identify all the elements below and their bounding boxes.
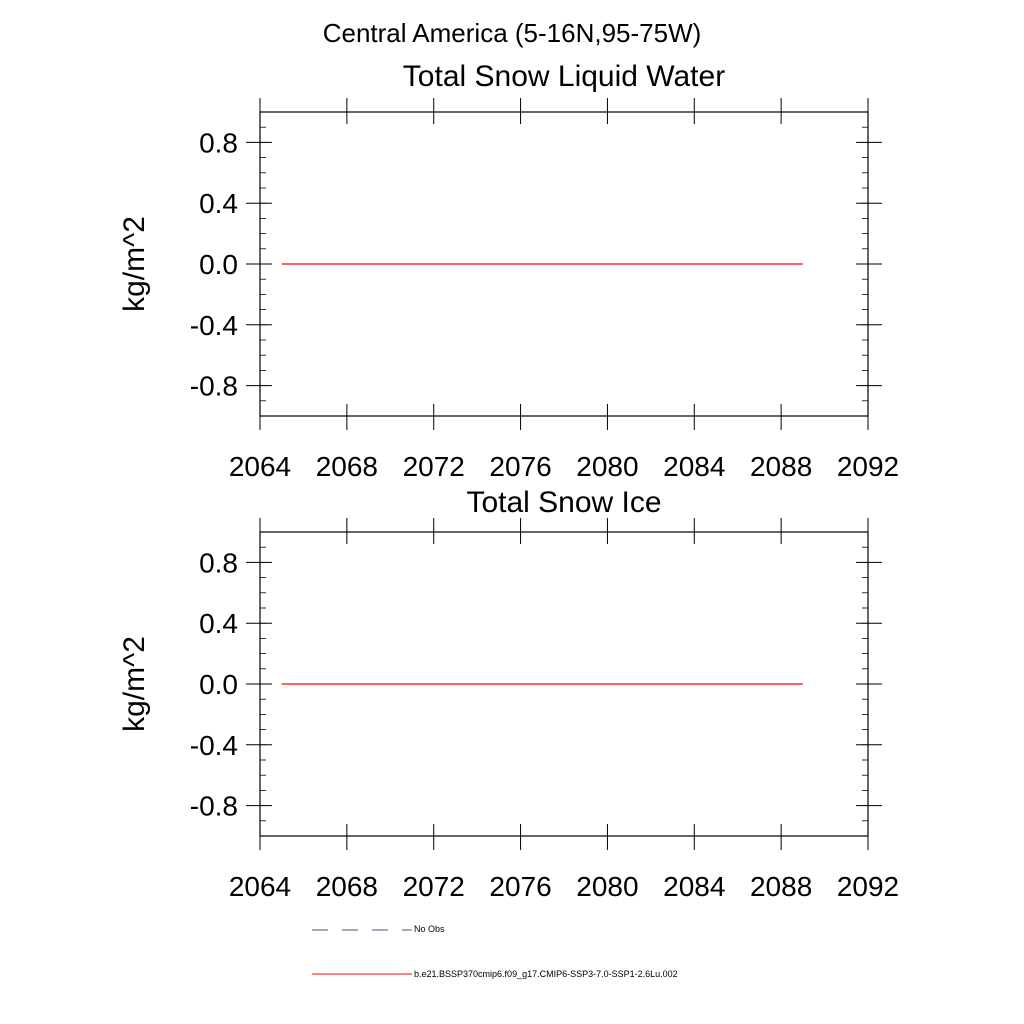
panel-2-xtick-label-2: 2072: [403, 871, 465, 902]
panel-1-xtick-label-6: 2088: [750, 451, 812, 482]
legend-label-no-obs: No Obs: [414, 924, 445, 934]
panel-1-ytick-label-2: 0.0: [199, 249, 238, 280]
panel-1-xtick-label-0: 2064: [229, 451, 291, 482]
panel-2-ytick-label-0: -0.8: [190, 791, 238, 822]
panel-1-xtick-label-3: 2076: [489, 451, 551, 482]
panel-1-xtick-label-5: 2084: [663, 451, 725, 482]
panel-1-ytick-label-0: -0.8: [190, 371, 238, 402]
panel-2-ytick-label-2: 0.0: [199, 669, 238, 700]
panel-1-xtick-label-7: 2092: [837, 451, 899, 482]
panel-2-xtick-label-6: 2088: [750, 871, 812, 902]
panel-2-xtick-label-1: 2068: [316, 871, 378, 902]
panel-2-xtick-label-4: 2080: [576, 871, 638, 902]
legend-label-model: b.e21.BSSP370cmip6.f09_g17.CMIP6-SSP3-7.…: [414, 969, 678, 979]
panel-1-xtick-label-2: 2072: [403, 451, 465, 482]
panel-2-ytick-label-1: -0.4: [190, 730, 238, 761]
panel-1-title: Total Snow Liquid Water: [402, 60, 726, 93]
figure-suptitle: Central America (5-16N,95-75W): [322, 18, 702, 48]
panel-2-ytick-label-3: 0.4: [199, 608, 238, 639]
panel-2-xtick-label-5: 2084: [663, 871, 725, 902]
panel-1-xtick-label-1: 2068: [316, 451, 378, 482]
panel-1-ytick-label-1: -0.4: [190, 310, 238, 341]
panel-1-ytick-label-4: 0.8: [199, 127, 238, 158]
panel-2-xtick-label-3: 2076: [489, 871, 551, 902]
panel-2-ytick-label-4: 0.8: [199, 547, 238, 578]
panel-2-xtick-label-0: 2064: [229, 871, 291, 902]
panel-1-xtick-label-4: 2080: [576, 451, 638, 482]
panel-2-xtick-label-7: 2092: [837, 871, 899, 902]
panel-2-title: Total Snow Ice: [466, 486, 662, 519]
panel-1-ytick-label-3: 0.4: [199, 188, 238, 219]
